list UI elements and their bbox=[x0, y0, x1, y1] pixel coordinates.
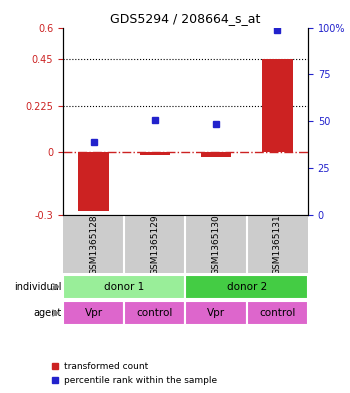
Bar bbox=[262, 59, 293, 152]
Text: GSM1365130: GSM1365130 bbox=[212, 214, 220, 275]
Text: GSM1365131: GSM1365131 bbox=[273, 214, 282, 275]
Title: GDS5294 / 208664_s_at: GDS5294 / 208664_s_at bbox=[110, 12, 261, 25]
FancyBboxPatch shape bbox=[247, 301, 308, 325]
Bar bbox=[201, 152, 231, 157]
Bar bbox=[78, 152, 109, 211]
Text: control: control bbox=[137, 308, 173, 318]
Text: donor 2: donor 2 bbox=[227, 282, 267, 292]
FancyBboxPatch shape bbox=[63, 301, 124, 325]
Text: control: control bbox=[259, 308, 295, 318]
FancyBboxPatch shape bbox=[124, 301, 186, 325]
Text: individual: individual bbox=[14, 282, 62, 292]
FancyBboxPatch shape bbox=[186, 301, 247, 325]
Text: donor 1: donor 1 bbox=[104, 282, 144, 292]
FancyBboxPatch shape bbox=[63, 275, 186, 299]
Text: Vpr: Vpr bbox=[207, 308, 225, 318]
Legend: transformed count, percentile rank within the sample: transformed count, percentile rank withi… bbox=[47, 359, 220, 389]
Text: Vpr: Vpr bbox=[85, 308, 103, 318]
Text: GSM1365129: GSM1365129 bbox=[150, 214, 159, 275]
Text: GSM1365128: GSM1365128 bbox=[89, 214, 98, 275]
FancyBboxPatch shape bbox=[186, 275, 308, 299]
Text: agent: agent bbox=[34, 308, 62, 318]
Bar bbox=[140, 152, 170, 154]
